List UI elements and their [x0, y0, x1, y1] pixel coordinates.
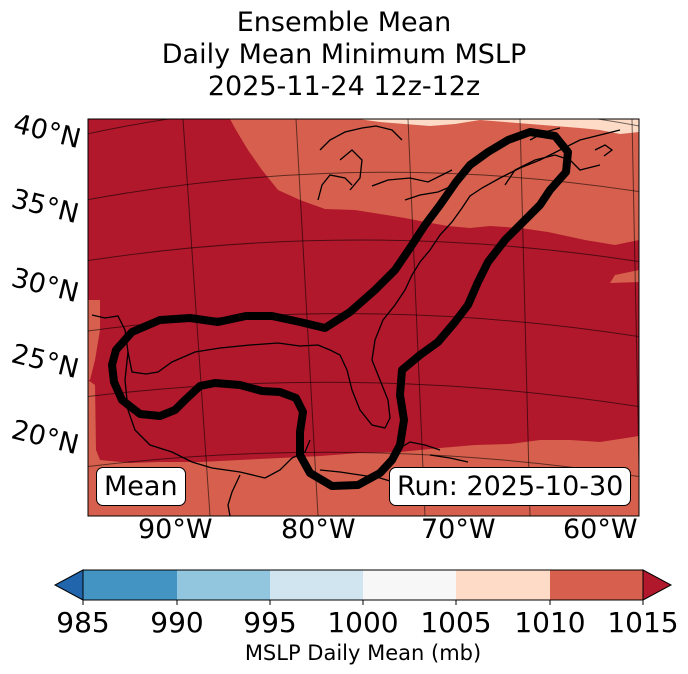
title-line-2: Daily Mean Minimum MSLP [161, 39, 527, 70]
run-date-box: Run: 2025-10-30 [389, 467, 632, 506]
colorbar-tick-1010: 1010 [514, 606, 586, 639]
mslp-contour [108, 128, 572, 490]
colorbar-tick-990: 990 [150, 606, 204, 639]
lon-label-60w: 60°W [563, 514, 638, 545]
lon-label-90w: 90°W [138, 514, 213, 545]
lon-label-70w: 70°W [421, 514, 496, 545]
colorbar-tick-1015: 1015 [607, 606, 679, 639]
colorbar-tick-1000: 1000 [327, 606, 399, 639]
colorbar-label: MSLP Daily Mean (mb) [244, 641, 482, 665]
colorbar-band-1005-1010 [456, 570, 550, 600]
colorbar-band-1000-1005 [363, 570, 456, 600]
lon-label-80w: 80°W [281, 514, 356, 545]
mean-label-box: Mean [96, 467, 186, 506]
mslp-region-1005-1010-east [610, 270, 639, 283]
colorbar-tick-985: 985 [56, 606, 110, 639]
colorbar-tick-marks [82, 600, 644, 605]
title-line-3: 2025-11-24 12z-12z [207, 71, 481, 102]
mslp-region-1000-1005 [358, 119, 639, 134]
colorbar-extend-low [53, 569, 84, 601]
map-frame [87, 118, 640, 517]
colorbar-band-995-1000 [270, 570, 363, 600]
title-line-1: Ensemble Mean [236, 7, 452, 38]
colorbar-band-990-995 [177, 570, 270, 600]
coastlines [91, 125, 621, 516]
colorbar-tick-995: 995 [243, 606, 297, 639]
colorbar-band-985-990 [83, 570, 177, 600]
colorbar-tick-1005: 1005 [420, 606, 492, 639]
colorbar-band-1010-1015 [550, 570, 643, 600]
mslp-region-1005-1010-west [88, 300, 100, 380]
colorbar-extend-high [642, 569, 673, 601]
